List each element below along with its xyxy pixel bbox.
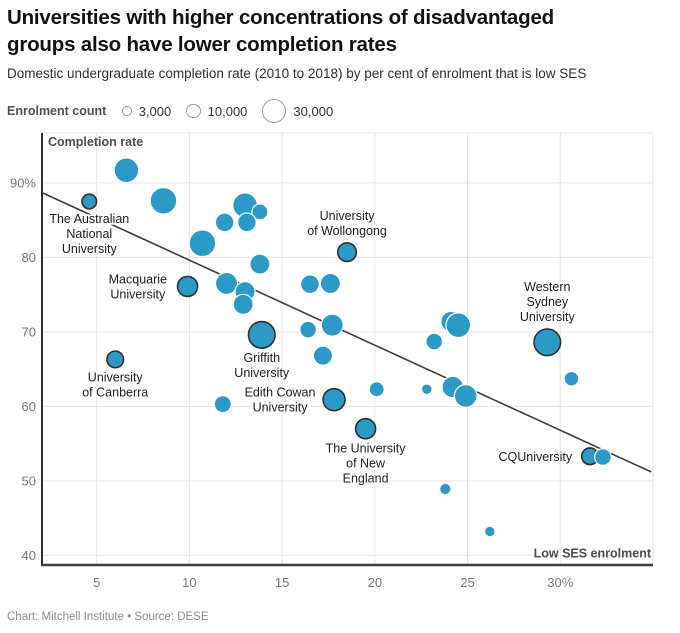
bubble[interactable] [483,525,496,538]
legend-value: 3,000 [138,103,172,119]
annotation-label: University [110,287,166,301]
trend-line [41,191,652,473]
y-tick-label: 60 [22,399,36,414]
title-line-1: Universities with higher concentrations … [7,6,554,29]
annotation-label: University [88,371,144,385]
bubble[interactable] [113,157,140,184]
bubble-the-university-of-new-england[interactable] [354,417,377,440]
annotation-label: of New [346,457,386,471]
size-legend: Enrolment count 3,000 10,000 30,000 [7,99,348,123]
y-tick-label: 50 [22,473,36,488]
bubble[interactable] [319,272,341,295]
legend-item-3000: 3,000 [122,104,171,119]
bubble[interactable] [214,271,239,296]
bubble[interactable] [237,212,257,233]
annotation-label: University [62,242,118,256]
annotation-label: CQUniversity [499,450,573,464]
annotation-label: England [343,472,389,486]
bubble-the-australian-national-university[interactable] [81,193,98,210]
bubble-edith-cowan-university[interactable] [322,387,346,412]
legend-title: Enrolment count [7,104,107,118]
bubble[interactable] [445,312,472,339]
page-title: Universities with higher concentrations … [7,4,673,58]
annotation-label: University [520,310,576,324]
annotation-label: University [320,209,376,223]
bubble[interactable] [299,320,317,339]
annotation-label: The Australian [49,212,129,226]
title-line-2: groups also have lower completion rates [7,33,397,56]
y-tick-label: 40 [22,548,36,563]
legend-circle-medium-icon [186,103,201,119]
bubble[interactable] [188,229,217,258]
annotation-label: Macquarie [109,272,167,286]
bubble[interactable] [300,274,320,295]
annotation-label: Edith Cowan [245,386,316,400]
x-tick-label: 5 [93,575,100,590]
annotation-label: of Wollongong [307,224,387,238]
bubble[interactable] [214,212,235,233]
bubble[interactable] [149,186,178,215]
annotation-label: Western [524,280,570,294]
chart-attribution: Chart: Mitchell Institute • Source: DESE [7,611,209,623]
bubble[interactable] [251,203,269,221]
annotation-label: University [234,366,290,380]
bubble[interactable] [312,345,334,366]
chart-subtitle: Domestic undergraduate completion rate (… [7,66,587,81]
x-axis-title: Low SES enrolment [534,547,652,561]
bubble-university-of-canberra[interactable] [106,350,125,369]
annotation-label: The University [326,442,407,456]
x-tick-label: 20 [368,575,382,590]
annotation-label: Griffith [243,351,280,365]
bubble-chart: 90% 80 70 60 50 40 5 10 15 20 25 30% Completion rate… [10,132,654,590]
bubble-griffith-university[interactable] [247,320,276,349]
legend-item-10000: 10,000 [186,104,247,119]
bubble[interactable] [439,482,452,496]
y-tick-label: 70 [22,324,36,339]
bubble[interactable] [249,253,271,275]
x-tick-label: 15 [275,575,289,590]
y-tick-label: 80 [22,250,36,265]
y-tick-label: 90% [10,175,36,190]
bubble-university-of-wollongong[interactable] [336,242,358,263]
legend-value: 10,000 [207,103,248,119]
bubble[interactable] [368,381,385,398]
bubble[interactable] [320,313,344,337]
bubble[interactable] [453,384,478,408]
y-axis-title: Completion rate [48,135,143,149]
annotation-label: Sydney [526,295,568,309]
bubble[interactable] [213,395,232,414]
legend-circle-large-icon [262,99,287,123]
annotation-label: of Canberra [82,386,148,400]
bubble-macquarie-university[interactable] [176,275,199,298]
legend-circle-small-icon [122,106,132,116]
x-tick-label: 25 [460,575,474,590]
legend-item-30000: 30,000 [262,99,333,123]
bubble[interactable] [420,383,433,396]
bubble[interactable] [594,448,612,466]
annotation-label: University [253,401,309,415]
bubble[interactable] [425,332,444,351]
x-tick-label: 10 [182,575,196,590]
bubble[interactable] [232,293,254,315]
x-tick-label: 30% [547,575,573,590]
legend-value: 30,000 [293,103,334,119]
bubble-western-sydney-university[interactable] [533,328,562,357]
annotation-label: National [66,227,112,241]
bubble[interactable] [563,370,580,387]
